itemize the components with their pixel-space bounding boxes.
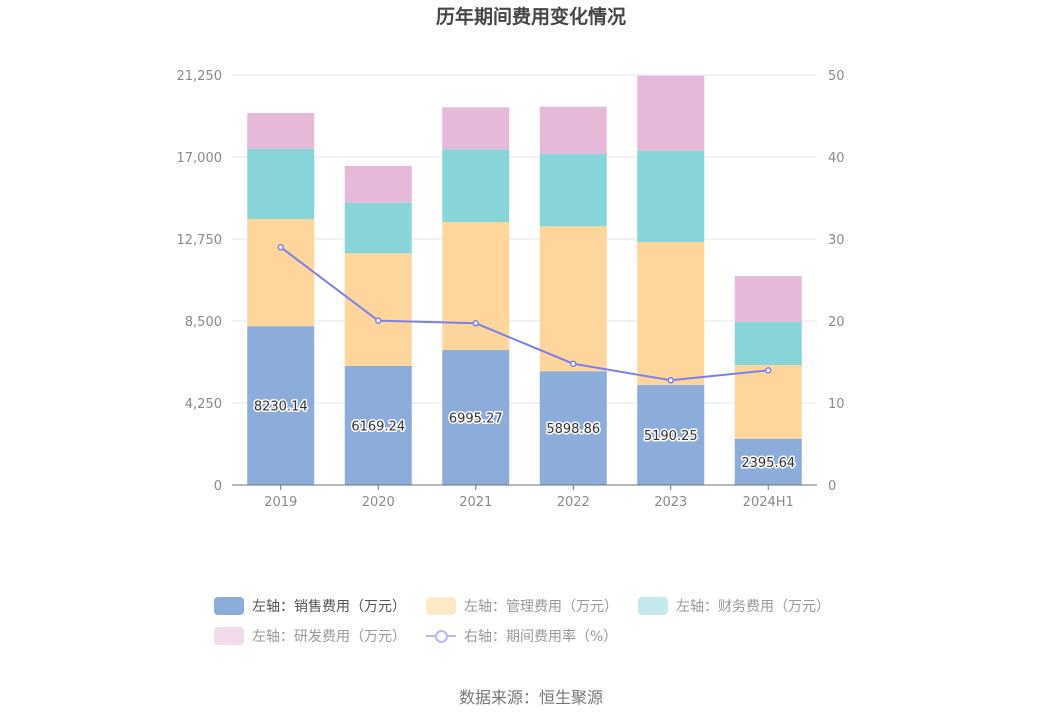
legend-line-marker-icon — [426, 627, 456, 645]
bar-data-label: 6169.24 — [351, 419, 405, 434]
grid-lines — [232, 74, 817, 404]
data-labels: 8230.14 6169.24 6995.27 5898.86 5190.25 2395.… — [252, 398, 796, 472]
legend-label: 左轴：研发费用（万元） — [252, 629, 406, 645]
y-right-tick-label: 50 — [828, 69, 845, 84]
bar-segment — [539, 153, 607, 227]
bar-segment — [637, 150, 705, 242]
bar-segment — [344, 365, 412, 485]
legend-row-2: 左轴：研发费用（万元） 右轴：期间费用率（%） — [214, 621, 854, 651]
bar-segment — [442, 350, 510, 485]
bar-segment — [442, 107, 510, 150]
legend-label: 右轴：期间费用率（%） — [464, 629, 618, 645]
legend-label: 左轴：财务费用（万元） — [676, 599, 830, 615]
bar-segment — [344, 165, 412, 203]
legend-swatch-rnd — [214, 627, 244, 645]
bar-segment — [539, 106, 607, 154]
y-right-tick-label: 30 — [828, 233, 845, 248]
bar-segment — [442, 149, 510, 222]
bar-data-label: 8230.14 — [254, 400, 308, 415]
x-tick-label: 2021 — [459, 495, 492, 510]
line-point — [667, 377, 674, 384]
x-tick-label: 2019 — [264, 495, 297, 510]
bar-segment — [442, 221, 510, 351]
x-tick-label: 2024H1 — [743, 495, 794, 510]
expense-ratio-line — [280, 246, 769, 382]
y-right-tick-label: 40 — [828, 151, 845, 166]
bar-segment — [344, 202, 412, 254]
legend-swatch-finance — [638, 597, 668, 615]
line-point — [375, 317, 382, 324]
y-left-tick-label: 12,750 — [177, 233, 223, 248]
data-source: 数据来源：恒生聚源 — [458, 688, 603, 707]
y-left-tick-label: 0 — [214, 479, 222, 494]
legend-item-rnd[interactable]: 左轴：研发费用（万元） — [214, 626, 406, 646]
legend-label: 左轴：销售费用（万元） — [252, 599, 406, 615]
bar-segment — [734, 364, 802, 439]
x-tick-label: 2020 — [362, 495, 395, 510]
legend-item-admin[interactable]: 左轴：管理费用（万元） — [426, 596, 618, 616]
y-left-tick-label: 8,500 — [185, 315, 222, 330]
bar-segment — [734, 276, 802, 322]
bar-segment — [637, 241, 705, 385]
line-point — [765, 367, 772, 374]
bar-segment — [637, 384, 705, 485]
bar-segment — [637, 75, 705, 151]
line-point — [277, 244, 284, 251]
bar-data-label: 2395.64 — [741, 456, 795, 471]
line-point — [570, 360, 577, 367]
y-left-tick-label: 21,250 — [177, 69, 223, 84]
y-right-tick-label: 20 — [828, 315, 845, 330]
bar-segment — [247, 218, 315, 327]
line-point — [472, 320, 479, 327]
bar-segment — [344, 253, 412, 366]
legend-item-expense-ratio[interactable]: 右轴：期间费用率（%） — [426, 626, 617, 646]
line-series — [277, 244, 772, 384]
y-left-tick-label: 4,250 — [185, 397, 222, 412]
bar-segment — [247, 326, 315, 485]
bar-data-label: 5898.86 — [546, 422, 600, 437]
bar-segment — [539, 371, 607, 485]
legend: 左轴：销售费用（万元） 左轴：管理费用（万元） 左轴：财务费用（万元） 左轴：研… — [214, 591, 854, 651]
legend-item-finance[interactable]: 左轴：财务费用（万元） — [638, 596, 830, 616]
y-right-tick-label: 10 — [828, 397, 845, 412]
x-tick-label: 2022 — [557, 495, 590, 510]
y-right-tick-label: 0 — [828, 479, 836, 494]
axes: 0 0 4,250 10 8,500 20 12,750 30 17,000 40 21,250 50… — [177, 69, 845, 510]
legend-swatch-sales — [214, 597, 244, 615]
legend-swatch-admin — [426, 597, 456, 615]
x-tick-label: 2023 — [654, 495, 687, 510]
bar-data-label: 5190.25 — [644, 429, 698, 444]
bar-segment — [247, 148, 315, 219]
legend-item-sales[interactable]: 左轴：销售费用（万元） — [214, 596, 406, 616]
bar-segment — [247, 113, 315, 149]
chart-title: 历年期间费用变化情况 — [435, 6, 626, 28]
bar-segment — [734, 321, 802, 365]
bar-series — [247, 75, 802, 485]
bar-segment — [734, 438, 802, 485]
bar-data-label: 6995.27 — [449, 412, 503, 427]
bar-segment — [539, 226, 607, 372]
legend-row-1: 左轴：销售费用（万元） 左轴：管理费用（万元） 左轴：财务费用（万元） — [214, 591, 854, 621]
legend-label: 左轴：管理费用（万元） — [464, 599, 618, 615]
y-left-tick-label: 17,000 — [177, 151, 223, 166]
